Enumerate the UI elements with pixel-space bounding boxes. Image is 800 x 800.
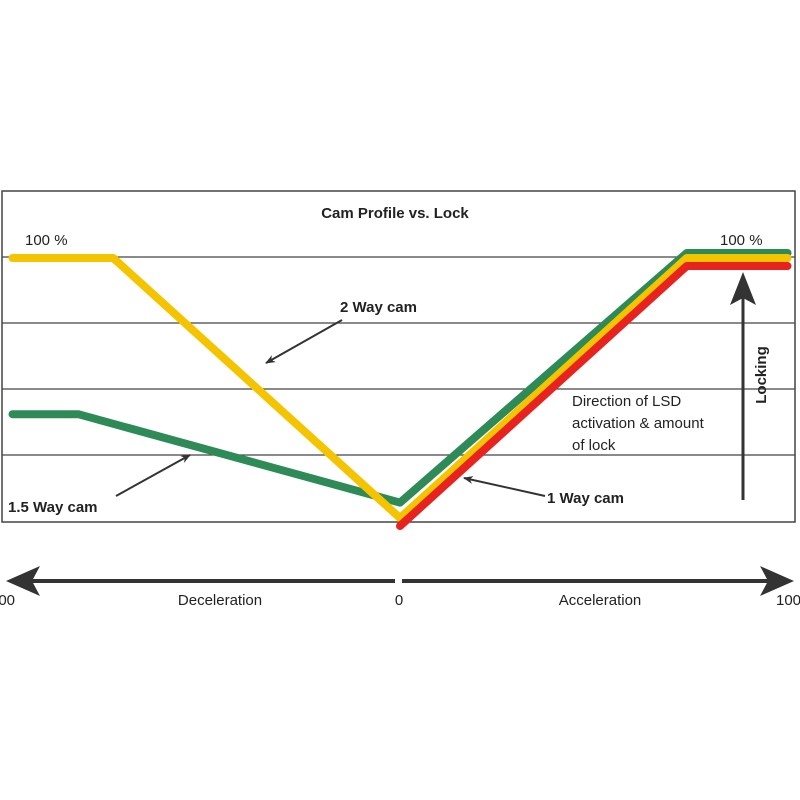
series-1-way-cam <box>396 262 792 530</box>
right-arrow-head-icon <box>760 566 794 596</box>
y-label-100-left: 100 % <box>25 232 68 249</box>
x-tick-center: 0 <box>395 592 403 609</box>
pointer-2-way-cam <box>265 319 343 364</box>
acceleration-label: Acceleration <box>559 592 642 609</box>
deceleration-label: Deceleration <box>178 592 262 609</box>
lsd-text-line-2: activation & amount <box>572 415 705 432</box>
label-2-way-cam: 2 Way cam <box>340 299 417 316</box>
chart-frame <box>1 190 796 523</box>
chart-title: Cam Profile vs. Lock <box>321 205 469 222</box>
y-label-100-right: 100 % <box>720 232 763 249</box>
x-tick-left: 100 <box>0 592 15 609</box>
pointer-1-way-cam <box>463 476 546 497</box>
x-tick-right: 100 <box>776 592 800 609</box>
pointer-1-5-way-cam <box>115 454 191 497</box>
label-1-5-way-cam: 1.5 Way cam <box>8 499 98 516</box>
series-1-5-way-cam <box>8 249 792 507</box>
series-lines <box>8 249 792 530</box>
series-2-way-cam <box>8 254 792 522</box>
lsd-text-line-3: of lock <box>572 437 616 454</box>
left-arrow-head-icon <box>6 566 40 596</box>
lsd-text-line-1: Direction of LSD <box>572 393 681 410</box>
locking-arrow-head-icon <box>730 272 756 305</box>
label-1-way-cam: 1 Way cam <box>547 490 624 507</box>
gridlines <box>2 256 795 456</box>
locking-label: Locking <box>753 346 770 404</box>
